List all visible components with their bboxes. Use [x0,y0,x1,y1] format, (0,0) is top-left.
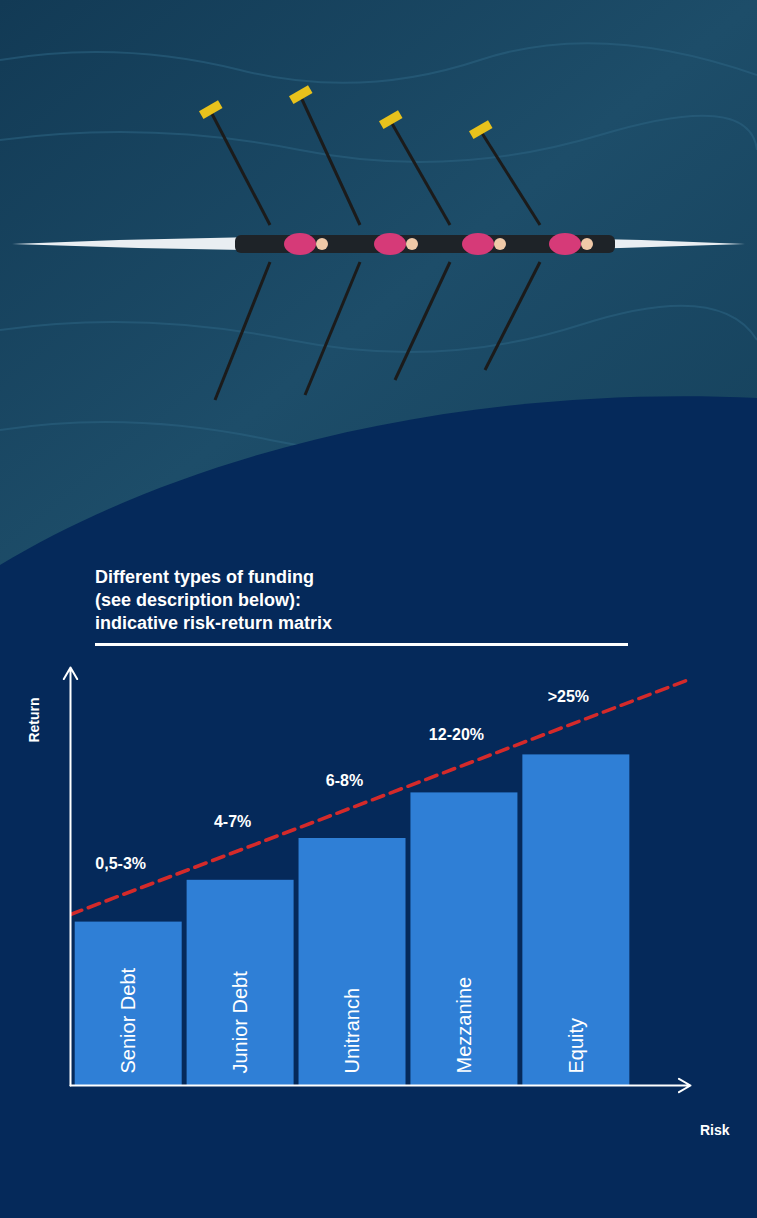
svg-text:4-7%: 4-7% [214,813,251,830]
html-text:Return: Return [26,697,42,743]
svg-text:Mezzanine: Mezzanine [453,977,475,1074]
svg-text:>25%: >25% [548,688,589,705]
svg-text:Senior Debt: Senior Debt [117,967,139,1073]
svg-text:0,5-3%: 0,5-3% [95,855,146,872]
html-text:Risk: Risk [700,1122,730,1138]
svg-text:Equity: Equity [565,1018,587,1074]
svg-text:Unitranch: Unitranch [341,988,363,1074]
svg-text:12-20%: 12-20% [429,726,484,743]
svg-text:Junior Debt: Junior Debt [229,971,251,1074]
html-text:Different types of funding (se: Different types of funding (see descript… [95,567,333,633]
svg-text:6-8%: 6-8% [326,772,363,789]
